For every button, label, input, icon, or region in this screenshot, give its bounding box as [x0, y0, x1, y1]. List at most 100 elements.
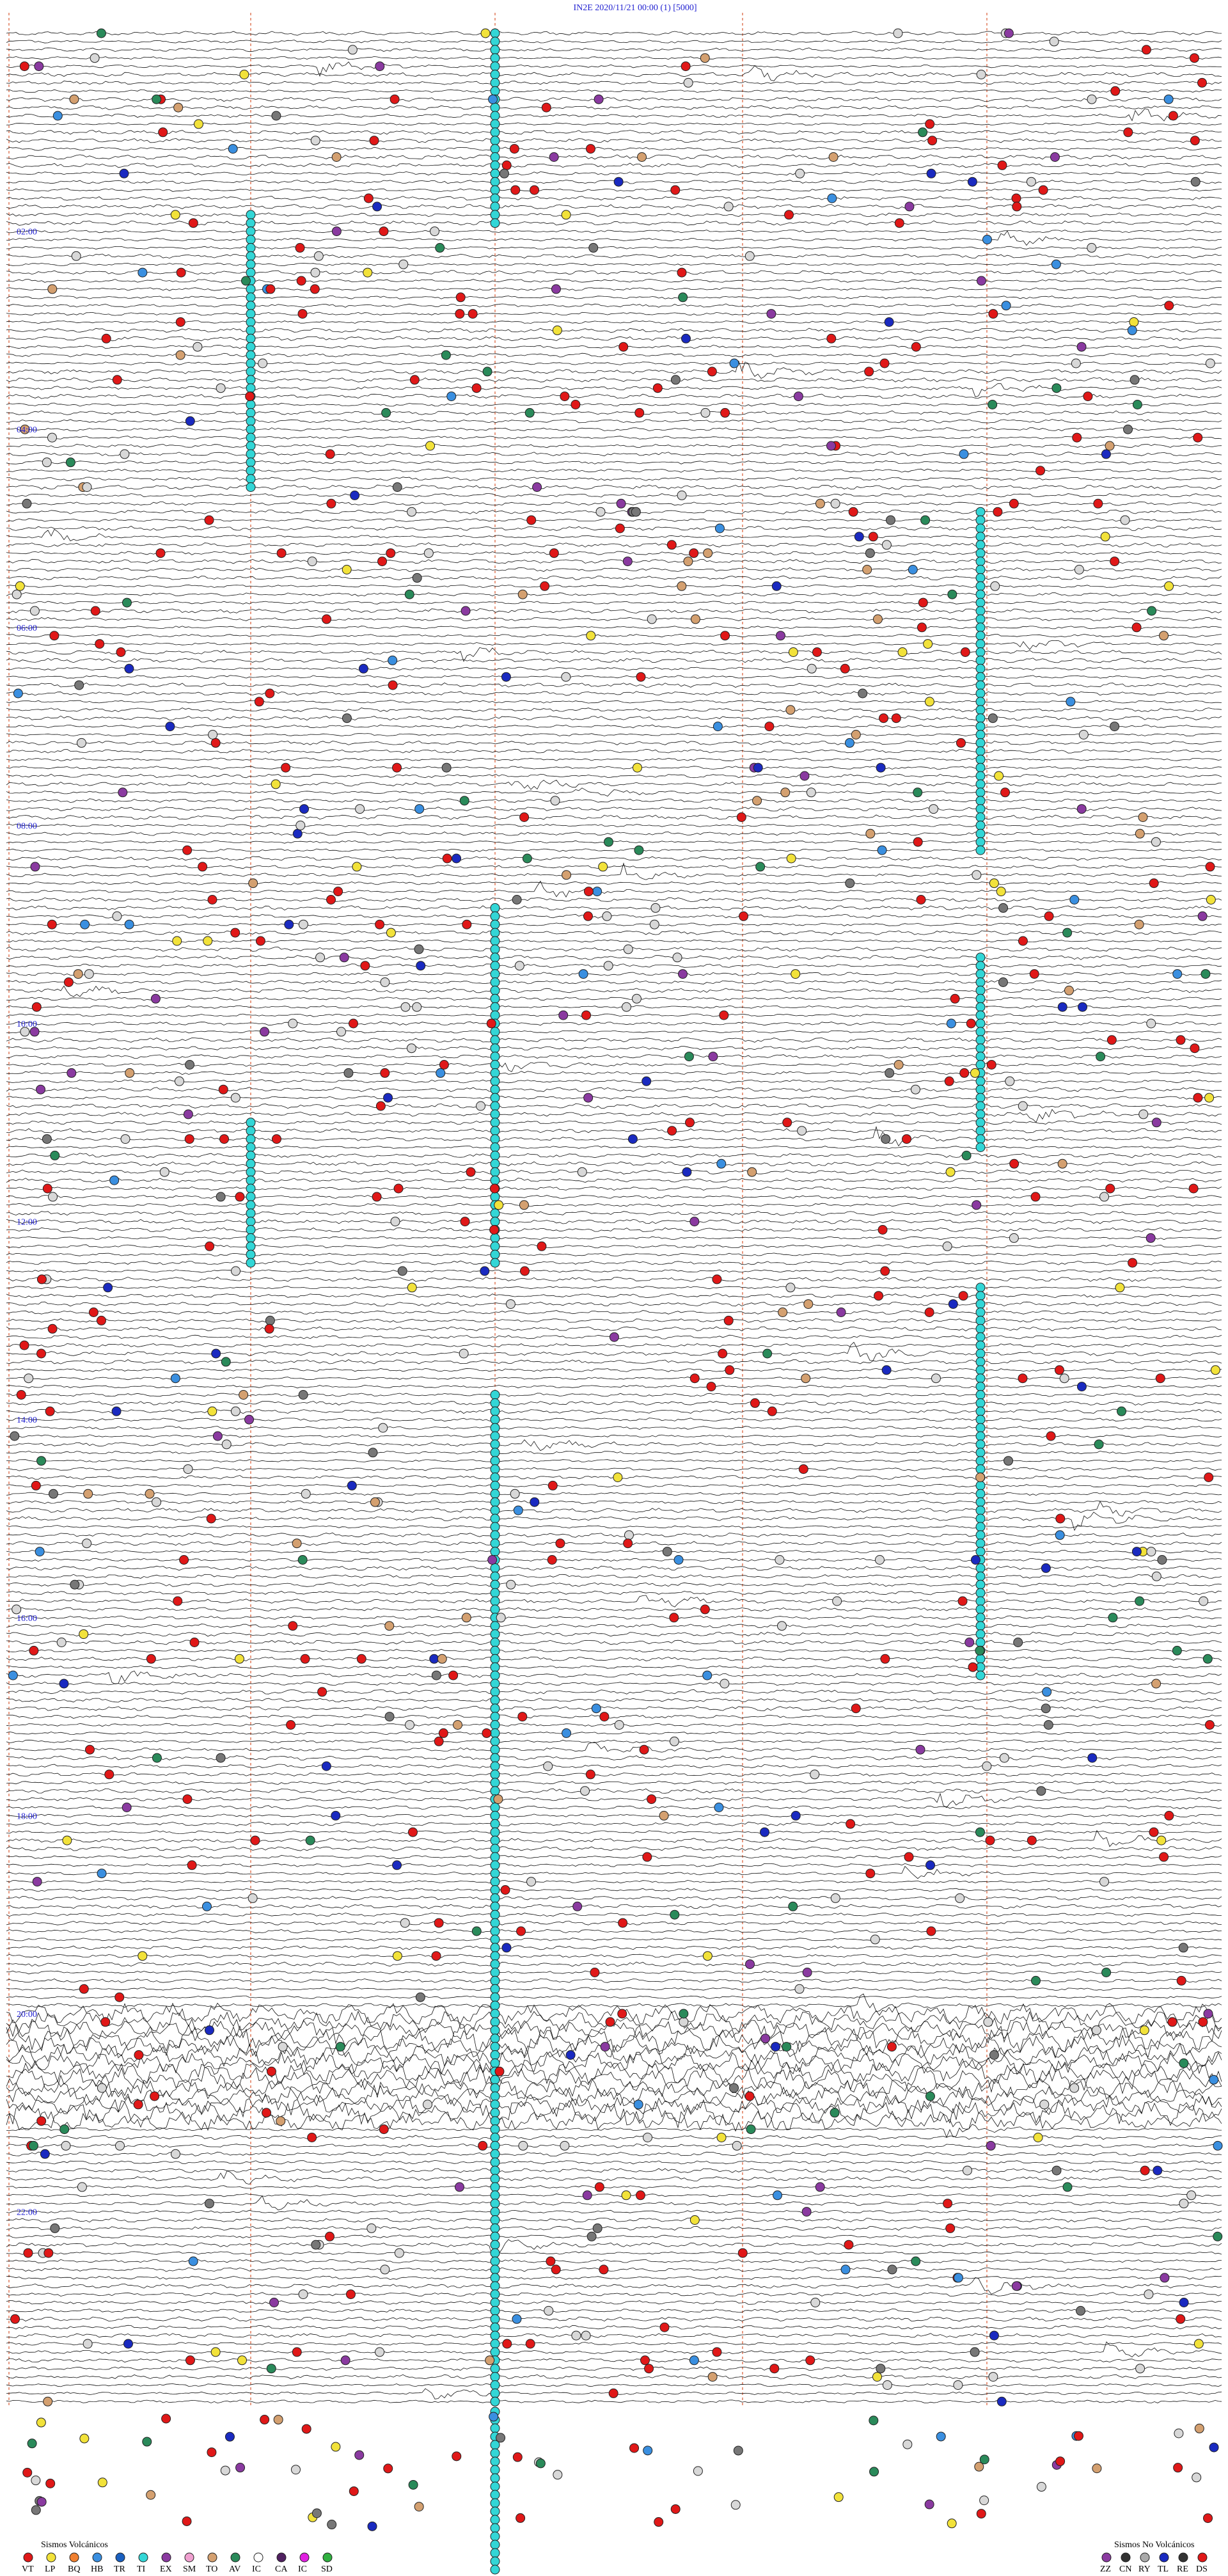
event-marker [975, 1060, 986, 1070]
event-marker [490, 36, 500, 47]
event-marker [490, 2490, 500, 2500]
event-marker [1151, 1118, 1161, 1128]
event-marker [490, 2339, 500, 2349]
trace [6, 2358, 1222, 2363]
event-marker [380, 2264, 390, 2275]
event-marker [490, 2240, 500, 2250]
event-marker [1094, 1439, 1104, 1450]
event-marker [266, 2364, 276, 2374]
event-marker [161, 2414, 171, 2424]
trace [6, 460, 1222, 464]
event-marker [490, 2149, 500, 2159]
event-marker [1092, 2463, 1102, 2474]
event-marker [975, 1134, 986, 1144]
trace [6, 667, 1222, 671]
event-marker [876, 763, 886, 773]
event-marker [702, 1951, 712, 1961]
event-marker [998, 903, 1009, 913]
event-marker [292, 828, 303, 839]
event-marker [97, 2083, 107, 2093]
event-marker [490, 2548, 500, 2558]
event-marker [840, 663, 850, 674]
event-marker [771, 2042, 781, 2052]
trace [6, 345, 1222, 349]
event-marker [549, 548, 559, 558]
event-marker [1197, 911, 1208, 921]
event-marker [975, 1043, 986, 1054]
event-marker [246, 251, 256, 261]
event-marker [1018, 936, 1028, 946]
event-marker [468, 309, 478, 319]
event-marker [120, 1134, 130, 1144]
event-marker [336, 1027, 346, 1037]
event-marker [1018, 1101, 1028, 1111]
event-marker [916, 895, 926, 905]
event-marker [1164, 581, 1174, 591]
event-marker [363, 267, 373, 278]
event-marker [101, 333, 111, 344]
event-marker [296, 276, 306, 286]
event-marker [490, 969, 500, 979]
trace [6, 2366, 1222, 2371]
event-marker [246, 350, 256, 360]
event-marker [840, 2264, 851, 2275]
event-marker [490, 210, 500, 220]
event-marker [36, 1084, 46, 1094]
event-marker [833, 2492, 844, 2502]
event-marker [12, 1604, 22, 1615]
event-marker [218, 1084, 228, 1094]
event-marker [975, 557, 986, 567]
legend-label: HB [91, 2564, 103, 2574]
event-marker [246, 482, 256, 492]
event-marker [138, 1951, 148, 1961]
event-marker [490, 2281, 500, 2291]
event-marker [52, 111, 63, 121]
event-marker [975, 1645, 985, 1655]
legend-swatch [23, 2552, 33, 2563]
event-marker [79, 2433, 90, 2444]
event-marker [193, 342, 203, 352]
events [8, 28, 1223, 2575]
event-marker [1011, 193, 1021, 203]
event-marker [975, 1382, 986, 1392]
event-marker [782, 1118, 792, 1128]
event-marker [356, 1654, 366, 1664]
event-marker [134, 2050, 144, 2060]
event-marker [848, 507, 858, 517]
event-marker [1199, 1596, 1209, 1606]
event-marker [1051, 259, 1061, 269]
event-marker [246, 466, 256, 476]
hour-label: 10:00 [17, 1020, 37, 1029]
trace [6, 691, 1222, 696]
trace [6, 1854, 1222, 1860]
trace [6, 954, 1222, 960]
event-marker [490, 944, 500, 954]
event-marker [375, 2347, 385, 2357]
event-marker [216, 1753, 226, 1763]
event-marker [490, 961, 500, 971]
event-marker [112, 911, 122, 921]
event-marker [975, 697, 986, 707]
event-marker [616, 498, 626, 509]
event-marker [755, 862, 766, 872]
event-marker [600, 2042, 610, 2052]
event-marker [975, 1093, 986, 1103]
event-marker [486, 1018, 496, 1029]
event-marker [925, 2091, 935, 2101]
event-marker [246, 267, 256, 278]
event-marker [723, 201, 734, 212]
event-marker [1213, 2231, 1223, 2241]
event-marker [881, 1365, 892, 1375]
event-marker [975, 952, 986, 963]
event-marker [187, 1860, 197, 1870]
event-marker [975, 1340, 986, 1350]
event-marker [880, 1266, 890, 1276]
trace [6, 328, 1222, 333]
legend-swatch [92, 2552, 102, 2563]
event-marker [269, 2298, 279, 2307]
event-marker [632, 763, 642, 773]
event-marker [146, 2490, 156, 2500]
event-marker [975, 1497, 986, 1507]
trace [6, 303, 1222, 308]
event-marker [677, 267, 687, 278]
